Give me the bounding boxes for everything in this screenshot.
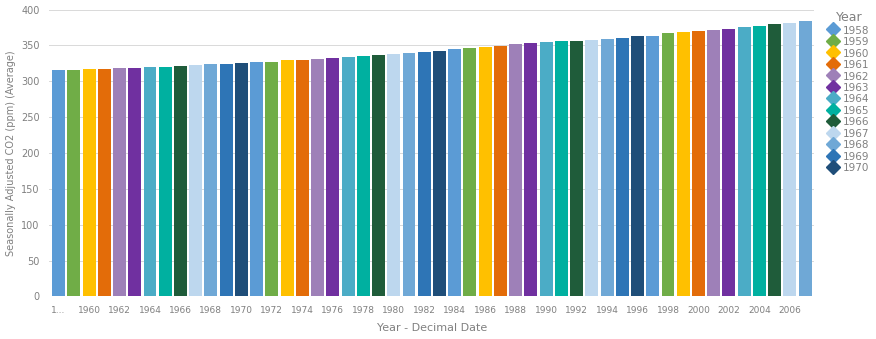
- Bar: [265, 62, 279, 296]
- Bar: [82, 69, 95, 296]
- Bar: [752, 26, 766, 296]
- Bar: [616, 38, 629, 296]
- Bar: [525, 43, 537, 296]
- Bar: [342, 57, 355, 296]
- Bar: [280, 60, 293, 296]
- Bar: [738, 27, 751, 296]
- Bar: [677, 32, 689, 296]
- Bar: [723, 29, 735, 296]
- Bar: [555, 41, 568, 296]
- Bar: [433, 51, 446, 296]
- Bar: [601, 39, 613, 296]
- Bar: [768, 24, 781, 296]
- Bar: [449, 49, 461, 296]
- Bar: [799, 21, 811, 296]
- Bar: [372, 55, 385, 296]
- Bar: [235, 63, 248, 296]
- Legend: 1958, 1959, 1960, 1961, 1962, 1963, 1964, 1965, 1966, 1967, 1968, 1969, 1970: 1958, 1959, 1960, 1961, 1962, 1963, 1964…: [827, 9, 872, 175]
- Bar: [494, 46, 507, 296]
- Bar: [204, 64, 217, 296]
- Bar: [707, 31, 720, 296]
- Bar: [189, 65, 202, 296]
- Bar: [540, 42, 553, 296]
- Bar: [478, 47, 491, 296]
- Bar: [159, 67, 172, 296]
- Bar: [357, 56, 370, 296]
- Bar: [661, 34, 675, 296]
- Bar: [402, 53, 415, 296]
- Bar: [646, 36, 660, 296]
- Bar: [463, 48, 477, 296]
- Y-axis label: Seasonally Adjusted CO2 (ppm) (Average): Seasonally Adjusted CO2 (ppm) (Average): [5, 50, 16, 256]
- Bar: [174, 66, 187, 296]
- Bar: [113, 68, 126, 296]
- Bar: [311, 59, 324, 296]
- Bar: [509, 44, 522, 296]
- Bar: [220, 64, 233, 296]
- Bar: [631, 36, 644, 296]
- Bar: [128, 68, 141, 296]
- Bar: [570, 41, 583, 296]
- Bar: [98, 68, 110, 296]
- Bar: [387, 54, 400, 296]
- X-axis label: Year - Decimal Date: Year - Decimal Date: [377, 323, 487, 334]
- Bar: [251, 62, 263, 296]
- Bar: [585, 40, 598, 296]
- Bar: [144, 67, 157, 296]
- Bar: [783, 23, 796, 296]
- Bar: [296, 60, 309, 296]
- Bar: [53, 70, 65, 296]
- Bar: [418, 52, 431, 296]
- Bar: [67, 70, 81, 296]
- Bar: [327, 58, 339, 296]
- Bar: [692, 32, 705, 296]
